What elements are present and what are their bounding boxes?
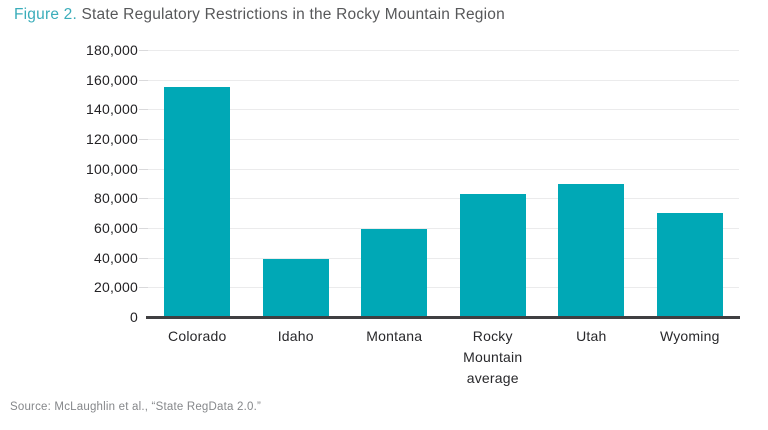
y-axis-tick-label: 140,000 (85, 101, 138, 118)
bar-wyoming (656, 213, 723, 317)
y-tick (139, 109, 148, 111)
gridline (148, 198, 739, 200)
figure-title: Figure 2. State Regulatory Restrictions … (14, 6, 505, 24)
y-axis-tick-label: 180,000 (85, 42, 138, 58)
y-tick (139, 50, 148, 51)
bar-montana (361, 229, 428, 317)
y-tick (139, 287, 148, 289)
y-axis-tick-label: 120,000 (85, 131, 138, 147)
figure-title-text: State Regulatory Restrictions in the Roc… (76, 6, 505, 23)
x-axis-category-label: Montana (366, 328, 423, 344)
plot-area (148, 50, 739, 317)
y-tick (139, 79, 148, 81)
x-axis-category-label: Idaho (277, 328, 314, 344)
y-tick (139, 139, 148, 140)
gridline (148, 50, 739, 51)
y-tick (139, 168, 148, 170)
gridline (148, 139, 739, 140)
bar-idaho (262, 259, 329, 317)
y-axis-tick-label: 60,000 (93, 220, 138, 236)
source-note: Source: McLaughlin et al., “State RegDat… (10, 401, 262, 413)
y-axis-tick-label: 80,000 (93, 190, 138, 207)
bar-colorado (164, 87, 231, 317)
x-axis-line (146, 316, 740, 319)
x-axis-category-label: Wyoming (659, 328, 720, 344)
y-axis-tick-label: 40,000 (93, 249, 138, 266)
y-axis-tick-label: 100,000 (85, 160, 138, 177)
y-tick (139, 257, 148, 259)
x-axis-category-label: Utah (576, 328, 607, 344)
gridline (148, 109, 739, 111)
gridline (148, 79, 739, 81)
bar-utah (558, 183, 625, 317)
gridline (148, 168, 739, 170)
y-axis-tick-label: 20,000 (93, 279, 138, 296)
x-axis-category-label: Rocky Mountain average (463, 328, 523, 386)
gridline (148, 257, 739, 259)
y-tick (139, 198, 148, 200)
y-axis-tick-label: 160,000 (85, 71, 138, 88)
gridline (148, 228, 739, 229)
x-axis-category-label: Colorado (168, 328, 227, 344)
gridline (148, 287, 739, 289)
figure-number: Figure 2. (14, 6, 77, 23)
y-axis-tick-label: 0 (130, 309, 138, 325)
bar-rocky-mountain-average (459, 193, 526, 317)
y-tick (139, 228, 148, 229)
